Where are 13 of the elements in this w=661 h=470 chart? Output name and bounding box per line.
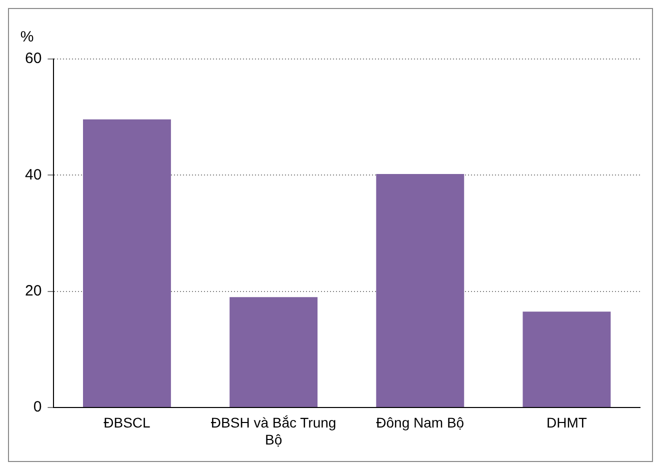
bar <box>83 119 171 407</box>
x-tick-label: ĐBSH và Bắc Trung Bộ <box>210 414 336 448</box>
x-tick-label: ĐBSCL <box>104 414 151 431</box>
bar <box>230 297 318 407</box>
x-tick-label: DHMT <box>546 414 588 431</box>
x-tick-label: Đông Nam Bộ <box>376 414 464 431</box>
y-tick-label: 40 <box>24 166 42 184</box>
y-tick-label: 60 <box>24 50 42 68</box>
bar <box>376 174 464 407</box>
y-tick-label: 0 <box>33 398 42 416</box>
y-axis-title: % <box>20 28 34 46</box>
y-tick-label: 20 <box>24 282 42 300</box>
bar <box>522 312 611 407</box>
